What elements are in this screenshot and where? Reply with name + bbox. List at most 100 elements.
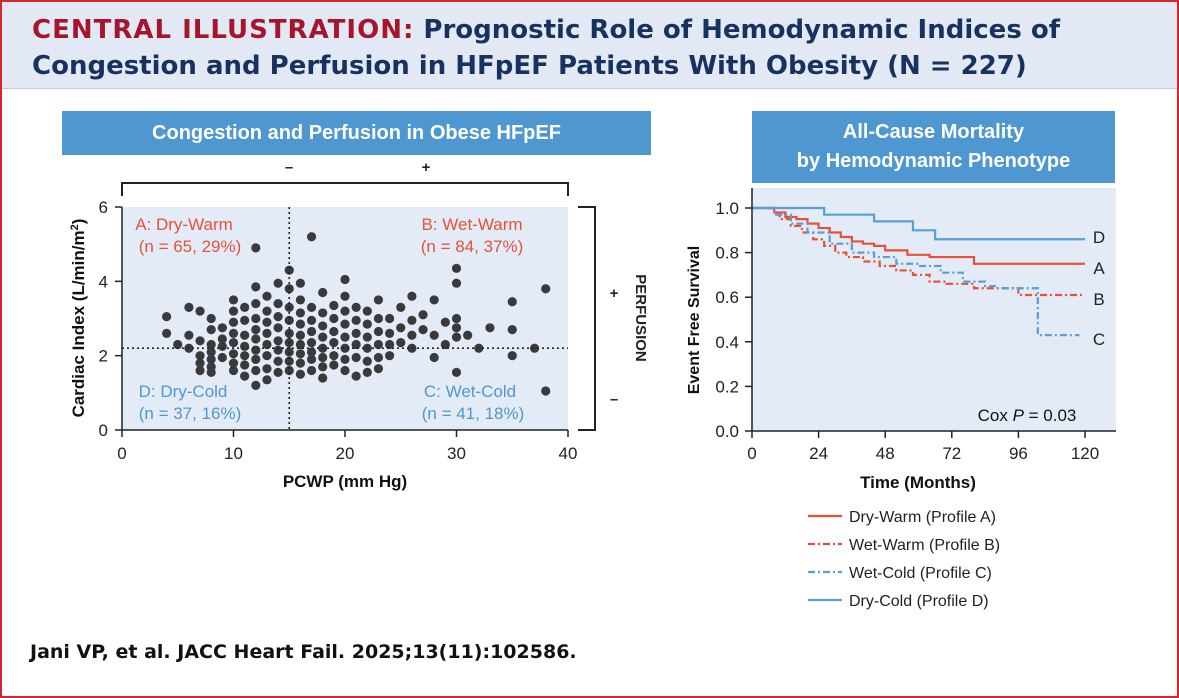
title-text-2: Congestion and Perfusion in HFpEF Patien… (32, 51, 1027, 81)
scatter-point (340, 343, 350, 353)
scatter-point (273, 299, 283, 309)
scatter-point (351, 302, 361, 312)
scatter-point (418, 325, 428, 335)
header-band: CENTRAL ILLUSTRATION: Prognostic Role of… (2, 2, 1177, 89)
scatter-point (295, 319, 305, 329)
scatter-point (228, 349, 239, 359)
scatter-point (273, 278, 283, 288)
perfusion-axis-title: PERFUSION (632, 274, 649, 362)
scatter-point (306, 302, 317, 312)
scatter-point (240, 360, 250, 370)
scatter-y-axis-title: Cardiac Index (L/min/m2) (69, 219, 88, 418)
scatter-point (463, 330, 473, 340)
scatter-point (262, 291, 272, 301)
scatter-point (306, 365, 317, 376)
congestion-plus-label: + (422, 159, 431, 176)
title-text-1: Prognostic Role of Hemodynamic Indices o… (423, 15, 1061, 45)
km-y-axis-title: Event Free Survival (686, 246, 703, 395)
scatter-point (351, 339, 361, 350)
scatter-point (295, 330, 305, 340)
scatter-point (329, 300, 339, 311)
scatter-point (362, 306, 372, 316)
scatter-x-tick-label: 20 (336, 444, 355, 463)
scatter-point (228, 295, 239, 305)
km-chart: 0 24 48 72 96 120 0.0 0.2 0.4 0.6 0.8 1.0 AB C D Cox… (686, 188, 1116, 610)
scatter-point (429, 352, 439, 363)
scatter-point (273, 336, 283, 346)
scatter-point (306, 315, 317, 325)
scatter-point (306, 232, 317, 242)
scatter-point (251, 334, 261, 344)
scatter-point (541, 284, 551, 294)
scatter-point (451, 263, 462, 273)
quadrant-b-count: (n = 84, 37%) (421, 237, 524, 256)
scatter-point (240, 302, 250, 312)
scatter-point (251, 299, 261, 309)
scatter-point (396, 323, 406, 333)
scatter-point (195, 365, 205, 376)
km-series-label-d: D (1093, 228, 1105, 247)
km-curve-profile-b (752, 206, 1085, 297)
km-y-tick-label: 0.4 (715, 333, 739, 352)
scatter-point (240, 315, 250, 325)
scatter-point (451, 278, 462, 288)
km-y-tick-label: 1.0 (715, 199, 739, 218)
scatter-point (251, 325, 261, 335)
scatter-point (262, 351, 272, 361)
scatter-point (385, 339, 395, 350)
km-x-ticks: 0 24 48 72 96 120 (747, 431, 1099, 463)
quadrant-c-count: (n = 41, 18%) (422, 404, 525, 423)
scatter-point (262, 375, 272, 385)
scatter-point (228, 358, 239, 368)
scatter-chart: 0 10 20 30 40 0 2 4 6 PCWP (mm Hg) Cardiac Inde… (69, 159, 649, 491)
scatter-point (273, 312, 283, 322)
km-series-labels: AB C D (1093, 228, 1105, 349)
scatter-point (206, 354, 216, 364)
scatter-x-axis-title: PCWP (mm Hg) (283, 472, 407, 491)
scatter-point (251, 282, 261, 292)
scatter-point (240, 341, 250, 351)
km-y-tick-label: 0.6 (715, 288, 739, 307)
scatter-point (306, 326, 317, 337)
scatter-point (351, 315, 361, 325)
scatter-x-ticks: 0 10 20 30 40 (117, 430, 577, 463)
scatter-point (295, 369, 305, 379)
scatter-point (262, 328, 272, 338)
km-series-label-a: A (1093, 259, 1105, 278)
scatter-point (240, 371, 250, 381)
scatter-point (284, 365, 294, 376)
scatter-point (407, 343, 417, 353)
scatter-point (340, 291, 350, 301)
km-x-tick-label: 24 (809, 444, 828, 463)
scatter-x-tick-label: 40 (559, 444, 578, 463)
km-series-label-c: C (1093, 330, 1105, 349)
scatter-point (485, 323, 495, 333)
scatter-point (351, 328, 361, 338)
quadrant-a-count: (n = 65, 29%) (139, 237, 242, 256)
scatter-point (329, 360, 339, 370)
scatter-point (373, 313, 384, 324)
scatter-point (407, 330, 417, 340)
scatter-point (206, 325, 216, 335)
scatter-point (385, 313, 395, 324)
scatter-point (195, 306, 205, 316)
scatter-point (206, 339, 216, 350)
scatter-point (262, 364, 272, 374)
scatter-point (251, 313, 261, 324)
scatter-point (284, 315, 294, 325)
central-illustration-prefix: CENTRAL ILLUSTRATION: (32, 15, 415, 45)
scatter-point (407, 315, 417, 325)
scatter-point (162, 312, 172, 322)
scatter-point (440, 339, 450, 350)
scatter-y-tick-label: 6 (99, 198, 108, 217)
km-x-tick-label: 0 (747, 444, 756, 463)
scatter-point (173, 339, 183, 350)
legend-label-profile-b: Wet-Warm (Profile B) (849, 537, 1000, 554)
km-x-tick-label: 72 (942, 444, 961, 463)
quadrant-c-name: C: Wet-Cold (424, 382, 516, 401)
scatter-point (273, 345, 283, 355)
scatter-y-ticks: 0 2 4 6 (99, 198, 122, 440)
scatter-point (318, 287, 328, 298)
legend-label-profile-c: Wet-Cold (Profile C) (849, 565, 992, 582)
scatter-point (295, 278, 305, 288)
